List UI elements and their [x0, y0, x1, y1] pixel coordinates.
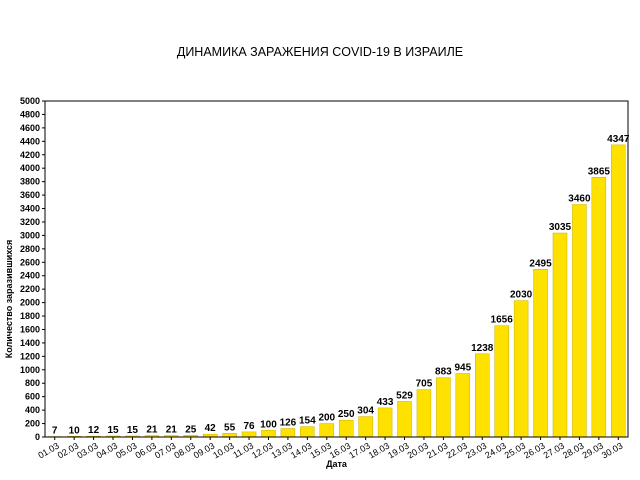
chart-title: ДИНАМИКА ЗАРАЖЕНИЯ COVID-19 В ИЗРАИЛЕ — [177, 45, 463, 59]
y-tick-label: 2600 — [20, 257, 40, 267]
data-label: 433 — [377, 397, 394, 408]
data-label: 10 — [69, 425, 81, 436]
data-label: 76 — [243, 421, 255, 432]
y-tick-label: 800 — [25, 378, 40, 388]
bar-24.03 — [494, 325, 509, 438]
data-label: 2495 — [529, 258, 552, 269]
y-tick-label: 0 — [35, 432, 40, 442]
bar-23.03 — [475, 353, 490, 438]
data-label: 250 — [338, 409, 355, 420]
bar-14.03 — [300, 426, 315, 438]
y-axis: 0 200 400 600 800 1000 1200 1400 1600 1800 2000 220… — [20, 96, 45, 442]
y-tick-label: 1800 — [20, 311, 40, 321]
bar-26.03 — [533, 269, 548, 438]
bar-15.03 — [319, 423, 335, 438]
y-tick-label: 4600 — [20, 123, 40, 133]
data-label: 1656 — [491, 315, 514, 326]
bar-20.03 — [416, 389, 432, 438]
data-label: 25 — [185, 424, 197, 435]
data-label: 945 — [454, 362, 471, 373]
bar-18.03 — [377, 407, 393, 438]
data-labels-group: 7 10 12 15 15 21 21 25 42 55 76 100 126 154 200 250 3044… — [52, 134, 630, 437]
y-tick-label: 2000 — [20, 298, 40, 308]
bar-30.03 — [611, 144, 626, 438]
data-label: 15 — [127, 425, 139, 436]
bar-19.03 — [397, 401, 412, 438]
bar-13.03 — [280, 428, 296, 438]
bar-22.03 — [455, 373, 471, 438]
data-label: 7 — [52, 426, 58, 437]
y-tick-label: 4800 — [20, 109, 40, 119]
bar-27.03 — [552, 232, 568, 438]
data-label: 21 — [166, 425, 178, 436]
y-tick-label: 3800 — [20, 177, 40, 187]
bar-10.03 — [222, 433, 237, 438]
data-label: 1238 — [471, 343, 494, 354]
y-tick-label: 2200 — [20, 284, 40, 294]
y-tick-label: 1000 — [20, 365, 40, 375]
y-tick-label: 3000 — [20, 230, 40, 240]
data-label: 4347 — [607, 134, 630, 145]
bar-11.03 — [241, 431, 257, 438]
y-tick-label: 2800 — [20, 244, 40, 254]
y-tick-label: 4400 — [20, 136, 40, 146]
data-label: 3035 — [549, 222, 572, 233]
bar-25.03 — [513, 300, 529, 438]
y-tick-label: 4200 — [20, 150, 40, 160]
x-axis-label: Дата — [326, 459, 348, 469]
data-label: 21 — [146, 425, 158, 436]
y-tick-label: 400 — [25, 405, 40, 415]
data-label: 42 — [205, 423, 217, 434]
x-axis: 01.0302.0303.0304.0305.0306.0307.0308.03… — [36, 437, 624, 460]
bar-12.03 — [261, 430, 276, 438]
y-tick-label: 3600 — [20, 190, 40, 200]
y-tick-label: 3200 — [20, 217, 40, 227]
plot-frame — [44, 100, 629, 438]
y-tick-label: 1400 — [20, 338, 40, 348]
y-tick-label: 600 — [25, 392, 40, 402]
data-label: 2030 — [510, 290, 533, 301]
data-label: 304 — [357, 406, 374, 417]
y-axis-label: Количество заразившихся — [4, 240, 14, 359]
y-tick-label: 1600 — [20, 324, 40, 334]
data-label: 529 — [396, 390, 413, 401]
data-label: 200 — [318, 413, 335, 424]
y-tick-label: 5000 — [20, 96, 40, 106]
y-tick-label: 1200 — [20, 351, 40, 361]
bar-16.03 — [338, 419, 354, 438]
bar-29.03 — [591, 177, 607, 438]
data-label: 705 — [416, 379, 433, 390]
data-label: 12 — [88, 425, 100, 436]
data-label: 3460 — [568, 193, 591, 204]
bar-28.03 — [572, 204, 587, 438]
data-label: 126 — [280, 418, 297, 429]
y-tick-label: 3400 — [20, 204, 40, 214]
bar-17.03 — [358, 416, 373, 438]
data-label: 15 — [107, 425, 119, 436]
data-label: 883 — [435, 367, 452, 378]
data-label: 55 — [224, 422, 236, 433]
data-label: 100 — [260, 419, 277, 430]
data-label: 3865 — [588, 166, 611, 177]
x-tick-label: 30.03 — [600, 441, 625, 461]
y-tick-label: 4000 — [20, 163, 40, 173]
bars-group — [47, 144, 626, 438]
y-tick-label: 2400 — [20, 271, 40, 281]
y-tick-label: 200 — [25, 419, 40, 429]
bar-21.03 — [436, 377, 451, 438]
data-label: 154 — [299, 416, 316, 427]
